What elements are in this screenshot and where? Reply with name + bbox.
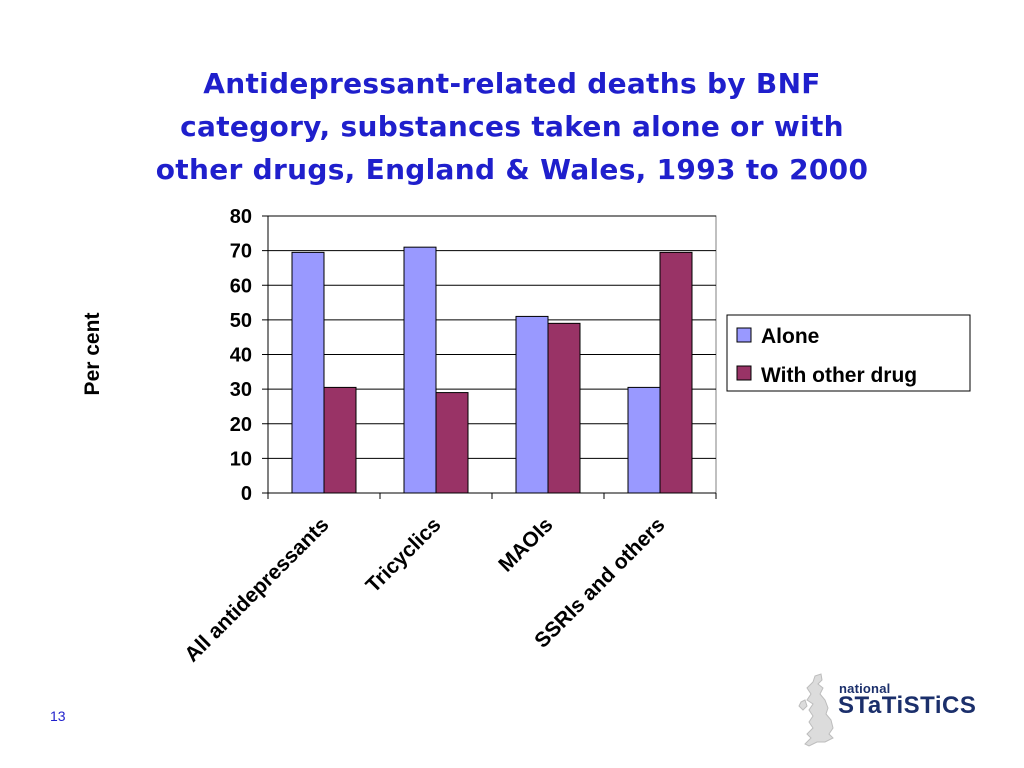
y-tick-label: 60 (230, 275, 252, 297)
bar-alone (291, 251, 325, 494)
page-number: 13 (50, 708, 66, 724)
legend-box (726, 314, 971, 392)
bars (291, 246, 693, 494)
bar-with-other-drug (323, 386, 357, 494)
slide-title: Antidepressant-related deaths by BNF cat… (0, 62, 1024, 191)
logo-national-text: national (839, 681, 891, 696)
bar-with-other-drug (547, 322, 581, 494)
y-tick-label: 20 (230, 414, 252, 436)
title-line-2: category, substances taken alone or with (180, 110, 844, 143)
national-statistics-logo: national STaTiSTiCS (795, 672, 995, 752)
x-tick-label: MAOIs (494, 513, 557, 576)
y-axis-label: Per cent (81, 313, 104, 396)
y-tick-label: 0 (241, 483, 252, 505)
y-tick-label: 50 (230, 310, 252, 332)
title-line-3: other drugs, England & Wales, 1993 to 20… (155, 153, 869, 186)
y-tick-label: 30 (230, 379, 252, 401)
bar-with-other-drug (659, 251, 693, 494)
bar-alone (627, 386, 661, 494)
y-tick-label: 70 (230, 241, 252, 263)
x-tick-label: All antidepressants (180, 513, 333, 666)
y-tick-label: 40 (230, 345, 252, 367)
legend: Alone With other drug (726, 314, 971, 392)
legend-label-with-other-drug: With other drug (761, 364, 917, 387)
logo-statistics-text: STaTiSTiCS (838, 692, 977, 719)
title-line-1: Antidepressant-related deaths by BNF (203, 67, 821, 100)
y-tick-label: 10 (230, 448, 252, 470)
legend-label-alone: Alone (761, 325, 819, 348)
y-tick-label: 80 (230, 206, 252, 228)
legend-swatch-alone (736, 327, 752, 343)
legend-swatch-with-other-drug (736, 365, 752, 381)
bar-with-other-drug (435, 392, 469, 494)
x-tick-label: Tricyclics (362, 513, 446, 597)
bar-alone (403, 246, 437, 494)
uk-map-icon (798, 673, 834, 747)
bar-alone (515, 315, 549, 494)
